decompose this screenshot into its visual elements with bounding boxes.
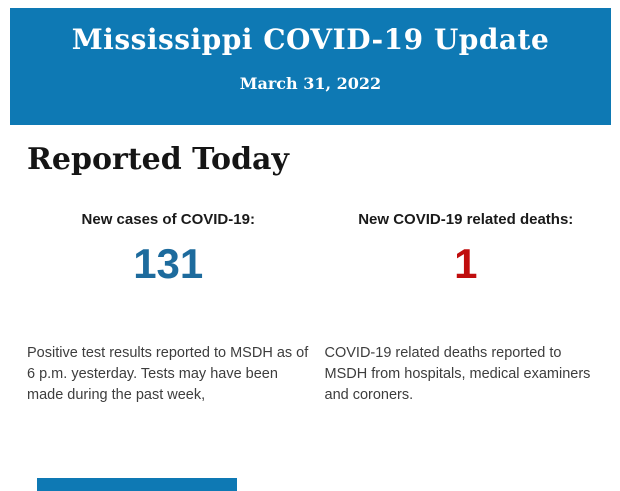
- page-title: Mississippi COVID-19 Update: [71, 23, 550, 56]
- stat-new-cases: New cases of COVID-19: 131 Positive test…: [27, 211, 310, 406]
- footer-bar: [37, 478, 237, 491]
- new-cases-description: Positive test results reported to MSDH a…: [27, 345, 309, 403]
- stats-row: New cases of COVID-19: 131 Positive test…: [27, 211, 607, 406]
- new-cases-value: 131: [133, 240, 204, 287]
- section-heading: Reported Today: [27, 142, 289, 177]
- new-deaths-label: New COVID-19 related deaths:: [358, 211, 574, 228]
- new-deaths-description: COVID-19 related deaths reported to MSDH…: [324, 345, 591, 403]
- new-deaths-value: 1: [454, 240, 478, 287]
- main-content: Reported Today New cases of COVID-19: 13…: [0, 143, 620, 406]
- stat-new-deaths: New COVID-19 related deaths: 1 COVID-19 …: [325, 211, 608, 406]
- new-cases-label: New cases of COVID-19:: [81, 211, 255, 228]
- header-date: March 31, 2022: [239, 74, 382, 93]
- email-page: Mississippi COVID-19 Update March 31, 20…: [0, 8, 620, 491]
- header-banner: Mississippi COVID-19 Update March 31, 20…: [10, 8, 611, 125]
